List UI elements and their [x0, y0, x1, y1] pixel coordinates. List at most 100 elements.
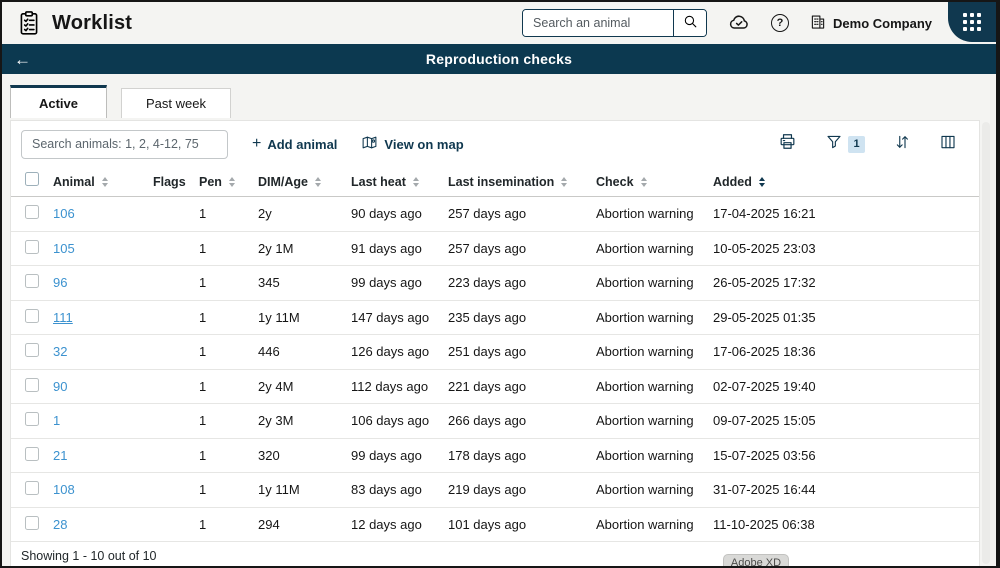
view-on-map-button[interactable]: View on map [361, 134, 464, 154]
table-row[interactable]: 28 1 294 12 days ago 101 days ago Aborti… [11, 508, 979, 542]
added-cell: 29-05-2025 01:35 [713, 309, 816, 325]
row-checkbox[interactable] [25, 308, 39, 323]
row-checkbox[interactable] [25, 274, 39, 289]
table-row[interactable]: 1 1 2y 3M 106 days ago 266 days ago Abor… [11, 404, 979, 439]
add-animal-button[interactable]: + Add animal [252, 136, 337, 152]
row-checkbox-cell [25, 308, 53, 326]
dim-age-cell: 2y 1M [258, 240, 294, 256]
animal-link[interactable]: 32 [53, 344, 68, 360]
check-cell: Abortion warning [596, 275, 694, 291]
header-checkbox-cell [25, 172, 53, 191]
table-row[interactable]: 106 1 2y 90 days ago 257 days ago Aborti… [11, 197, 979, 232]
column-header-last_insemination[interactable]: Last insemination [448, 175, 596, 189]
main-panel: + Add animal View on map [10, 120, 980, 566]
plus-icon: + [252, 135, 262, 152]
animal-link[interactable]: 111 [53, 309, 73, 325]
check-cell: Abortion warning [596, 516, 694, 532]
last-insemination-cell: 101 days ago [448, 516, 527, 532]
company-switcher[interactable]: Demo Company [809, 13, 932, 34]
search-icon [682, 13, 699, 33]
dim-age-cell: 294 [258, 516, 280, 532]
cloud-sync-icon[interactable] [727, 11, 751, 35]
sort-caret-icon [640, 176, 647, 187]
column-header-pen[interactable]: Pen [199, 175, 258, 189]
global-search-input[interactable] [523, 10, 674, 36]
global-search-button[interactable] [673, 10, 707, 36]
print-button[interactable] [778, 132, 797, 156]
sort-button[interactable] [893, 133, 911, 156]
animal-search-input[interactable] [21, 129, 228, 159]
table-row[interactable]: 105 1 2y 1M 91 days ago 257 days ago Abo… [11, 232, 979, 266]
column-header-last_heat[interactable]: Last heat [351, 175, 448, 189]
column-header-dim_age[interactable]: DIM/Age [258, 175, 351, 189]
animal-link[interactable]: 96 [53, 275, 68, 291]
added-cell: 09-07-2025 15:05 [713, 413, 816, 429]
sort-caret-icon [101, 176, 108, 187]
last-heat-cell: 126 days ago [351, 344, 430, 360]
select-all-checkbox[interactable] [25, 172, 39, 186]
last-heat-cell: 90 days ago [351, 206, 422, 222]
added-cell: 31-07-2025 16:44 [713, 482, 816, 498]
added-cell: 10-05-2025 23:03 [713, 240, 816, 256]
help-icon[interactable]: ? [771, 14, 790, 32]
sort-caret-icon [758, 176, 765, 187]
table-row[interactable]: 111 1 1y 11M 147 days ago 235 days ago A… [11, 301, 979, 335]
animal-link[interactable]: 28 [53, 516, 68, 532]
app-bar: Worklist ? [2, 2, 996, 44]
table-row[interactable]: 90 1 2y 4M 112 days ago 221 days ago Abo… [11, 370, 979, 404]
table-row[interactable]: 32 1 446 126 days ago 251 days ago Abort… [11, 335, 979, 370]
column-header-added[interactable]: Added [713, 175, 973, 189]
column-label: Last insemination [448, 174, 555, 189]
check-cell: Abortion warning [596, 309, 694, 325]
row-checkbox[interactable] [25, 343, 39, 358]
added-cell: 17-06-2025 18:36 [713, 344, 816, 360]
row-checkbox[interactable] [25, 377, 39, 392]
app-title: Worklist [52, 11, 133, 34]
column-label: DIM/Age [258, 174, 308, 189]
back-button[interactable]: ← [14, 49, 31, 69]
table-row[interactable]: 21 1 320 99 days ago 178 days ago Aborti… [11, 439, 979, 473]
table-row[interactable]: 108 1 1y 11M 83 days ago 219 days ago Ab… [11, 473, 979, 508]
column-label: Check [596, 174, 634, 189]
check-cell: Abortion warning [596, 413, 694, 429]
animal-link[interactable]: 1 [53, 413, 61, 429]
animal-link[interactable]: 21 [53, 447, 68, 463]
company-icon [809, 13, 827, 34]
row-checkbox[interactable] [25, 412, 39, 427]
animal-link[interactable]: 108 [53, 482, 75, 498]
row-checkbox[interactable] [25, 515, 39, 530]
tab-strip: Active Past week [2, 74, 996, 118]
row-checkbox[interactable] [25, 446, 39, 461]
pen-cell: 1 [199, 206, 207, 222]
last-heat-cell: 99 days ago [351, 275, 422, 291]
tab-active[interactable]: Active [10, 85, 107, 118]
animal-link[interactable]: 90 [53, 378, 68, 394]
scrollbar[interactable] [982, 122, 990, 564]
last-insemination-cell: 266 days ago [448, 413, 527, 429]
animal-link[interactable]: 106 [53, 206, 75, 222]
row-checkbox[interactable] [25, 205, 39, 220]
pen-cell: 1 [199, 413, 207, 429]
filter-button[interactable]: 1 [825, 133, 865, 156]
columns-button[interactable] [939, 133, 957, 156]
apps-menu-button[interactable] [948, 2, 996, 42]
column-header-check[interactable]: Check [596, 175, 713, 189]
dim-age-cell: 1y 11M [258, 482, 300, 498]
sort-caret-icon [561, 176, 568, 187]
view-on-map-label: View on map [384, 136, 464, 152]
sort-arrows-icon [893, 133, 911, 156]
toolbar-icons: 1 [778, 132, 957, 156]
row-checkbox[interactable] [25, 481, 39, 496]
last-heat-cell: 147 days ago [351, 309, 430, 325]
add-animal-label: Add animal [267, 136, 338, 152]
company-name: Demo Company [833, 15, 932, 31]
column-header-animal[interactable]: Animal [53, 175, 153, 189]
apps-grid-icon [963, 13, 981, 31]
table-row[interactable]: 96 1 345 99 days ago 223 days ago Aborti… [11, 266, 979, 301]
animal-link[interactable]: 105 [53, 240, 75, 256]
tab-past-week[interactable]: Past week [121, 88, 231, 118]
pen-cell: 1 [199, 378, 207, 394]
row-checkbox[interactable] [25, 239, 39, 254]
pen-cell: 1 [199, 309, 207, 325]
row-checkbox-cell [25, 343, 53, 360]
